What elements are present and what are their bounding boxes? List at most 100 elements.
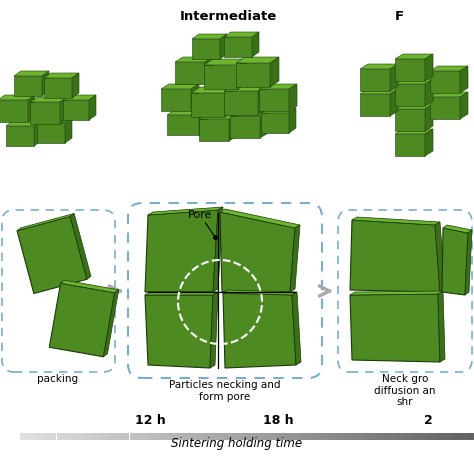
Polygon shape (236, 57, 279, 63)
Polygon shape (435, 222, 445, 292)
Bar (54, 433, 56, 440)
Bar (447, 433, 449, 440)
Bar (25, 433, 27, 440)
Polygon shape (260, 111, 268, 138)
Polygon shape (0, 100, 28, 122)
Polygon shape (220, 209, 300, 228)
Polygon shape (34, 121, 41, 146)
Polygon shape (63, 100, 89, 120)
Bar (191, 433, 193, 440)
Bar (285, 433, 287, 440)
Polygon shape (205, 57, 213, 84)
Bar (104, 433, 107, 440)
Polygon shape (360, 89, 398, 94)
Bar (214, 433, 216, 440)
Bar (456, 433, 458, 440)
Polygon shape (224, 91, 258, 115)
Bar (41, 433, 43, 440)
Polygon shape (460, 92, 468, 119)
Bar (287, 433, 289, 440)
Polygon shape (37, 123, 65, 143)
Bar (155, 433, 157, 440)
Bar (219, 433, 221, 440)
Bar (200, 433, 202, 440)
Bar (29, 433, 31, 440)
Text: packing: packing (37, 374, 79, 384)
Polygon shape (192, 34, 227, 39)
Bar (34, 433, 36, 440)
Bar (421, 433, 424, 440)
Bar (164, 433, 166, 440)
Polygon shape (289, 108, 296, 133)
Bar (362, 433, 365, 440)
Bar (196, 433, 198, 440)
Bar (376, 433, 378, 440)
Bar (426, 433, 428, 440)
Bar (401, 433, 403, 440)
Polygon shape (44, 73, 79, 78)
Polygon shape (350, 294, 440, 362)
Polygon shape (229, 114, 237, 141)
Bar (93, 433, 95, 440)
Bar (79, 433, 82, 440)
Polygon shape (395, 59, 425, 81)
Polygon shape (191, 84, 199, 111)
Bar (120, 433, 123, 440)
Bar (280, 433, 283, 440)
Polygon shape (292, 292, 301, 365)
Bar (428, 433, 431, 440)
Bar (264, 433, 266, 440)
Bar (451, 433, 454, 440)
Bar (205, 433, 207, 440)
Polygon shape (350, 291, 443, 295)
Bar (438, 433, 440, 440)
Polygon shape (289, 84, 297, 111)
Polygon shape (204, 65, 238, 89)
Bar (77, 433, 79, 440)
Bar (342, 433, 344, 440)
Bar (442, 433, 444, 440)
Bar (250, 433, 253, 440)
Polygon shape (210, 292, 218, 368)
Polygon shape (360, 64, 398, 69)
Bar (330, 433, 333, 440)
Bar (308, 433, 310, 440)
Bar (467, 433, 469, 440)
Bar (392, 433, 394, 440)
Bar (171, 433, 173, 440)
Bar (50, 433, 52, 440)
Bar (273, 433, 275, 440)
Bar (148, 433, 150, 440)
Bar (305, 433, 308, 440)
Polygon shape (443, 225, 472, 233)
Bar (371, 433, 374, 440)
Polygon shape (6, 126, 34, 146)
Bar (351, 433, 353, 440)
Bar (193, 433, 196, 440)
Polygon shape (395, 134, 425, 156)
Bar (314, 433, 317, 440)
Bar (257, 433, 260, 440)
Bar (378, 433, 381, 440)
Text: Particles necking and
form pore: Particles necking and form pore (169, 380, 281, 401)
Bar (43, 433, 45, 440)
Bar (244, 433, 246, 440)
Bar (239, 433, 241, 440)
Bar (463, 433, 465, 440)
Bar (141, 433, 143, 440)
Polygon shape (0, 95, 35, 100)
Bar (95, 433, 98, 440)
Bar (47, 433, 50, 440)
Polygon shape (213, 207, 223, 292)
Bar (431, 433, 433, 440)
Polygon shape (270, 57, 279, 87)
Polygon shape (175, 57, 213, 62)
Bar (123, 433, 125, 440)
Text: 12 h: 12 h (135, 414, 165, 427)
Bar (86, 433, 89, 440)
Polygon shape (61, 280, 118, 293)
Polygon shape (360, 69, 390, 91)
Bar (296, 433, 298, 440)
Bar (207, 433, 210, 440)
Bar (298, 433, 301, 440)
